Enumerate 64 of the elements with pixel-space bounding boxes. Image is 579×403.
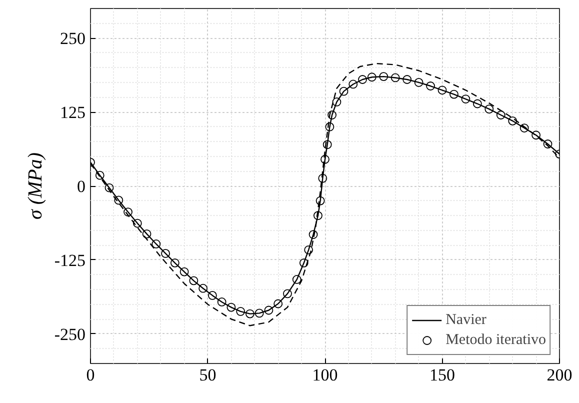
point bbox=[472, 99, 482, 108]
point bbox=[320, 154, 330, 164]
point bbox=[484, 104, 494, 114]
point bbox=[426, 82, 435, 90]
legend-label: Metodo iterativo bbox=[446, 331, 546, 349]
point bbox=[367, 72, 376, 82]
point bbox=[308, 230, 318, 239]
y-tick-label: -125 bbox=[54, 250, 86, 270]
point bbox=[189, 276, 198, 286]
point bbox=[325, 122, 334, 132]
point bbox=[142, 229, 152, 238]
point bbox=[316, 196, 325, 206]
point bbox=[132, 218, 142, 228]
point bbox=[508, 116, 518, 126]
point bbox=[438, 86, 447, 95]
point bbox=[299, 258, 308, 268]
point bbox=[332, 98, 342, 106]
y-tick-label: 250 bbox=[60, 29, 86, 48]
point bbox=[95, 170, 104, 180]
point bbox=[104, 183, 114, 192]
point bbox=[450, 90, 458, 99]
point bbox=[414, 78, 424, 87]
point bbox=[358, 75, 367, 84]
point bbox=[198, 284, 208, 293]
point bbox=[264, 306, 274, 315]
y-tick-label: 0 bbox=[77, 177, 86, 196]
point bbox=[292, 275, 302, 284]
point bbox=[254, 308, 264, 318]
point bbox=[322, 140, 332, 150]
y-tick-label: 125 bbox=[60, 103, 86, 122]
point bbox=[208, 291, 217, 300]
point bbox=[274, 299, 283, 308]
point bbox=[114, 196, 124, 205]
x-tick-label: 200 bbox=[546, 366, 572, 384]
point bbox=[461, 94, 470, 104]
point bbox=[170, 258, 180, 268]
point bbox=[496, 110, 506, 120]
point bbox=[246, 309, 254, 318]
y-axis-title: σ (MPa) bbox=[24, 152, 46, 220]
point bbox=[379, 72, 388, 81]
point bbox=[314, 211, 322, 220]
point bbox=[304, 245, 314, 254]
point bbox=[520, 124, 529, 132]
point bbox=[390, 73, 400, 82]
point bbox=[124, 208, 132, 216]
x-tick-label: 50 bbox=[199, 366, 216, 384]
point bbox=[236, 306, 246, 316]
point bbox=[283, 289, 292, 298]
y-tick-label: -250 bbox=[54, 324, 86, 344]
point bbox=[339, 86, 348, 96]
point bbox=[348, 80, 358, 89]
point bbox=[532, 130, 540, 140]
point bbox=[226, 302, 236, 312]
legend-label: Navier bbox=[446, 311, 486, 329]
point bbox=[152, 240, 161, 248]
x-tick-label: 150 bbox=[430, 366, 455, 384]
point bbox=[217, 298, 226, 306]
point bbox=[180, 267, 189, 276]
point bbox=[318, 174, 328, 183]
point bbox=[543, 140, 552, 148]
point bbox=[402, 75, 412, 84]
point bbox=[328, 110, 336, 120]
point bbox=[161, 249, 170, 258]
x-tick-label: 100 bbox=[312, 366, 338, 384]
